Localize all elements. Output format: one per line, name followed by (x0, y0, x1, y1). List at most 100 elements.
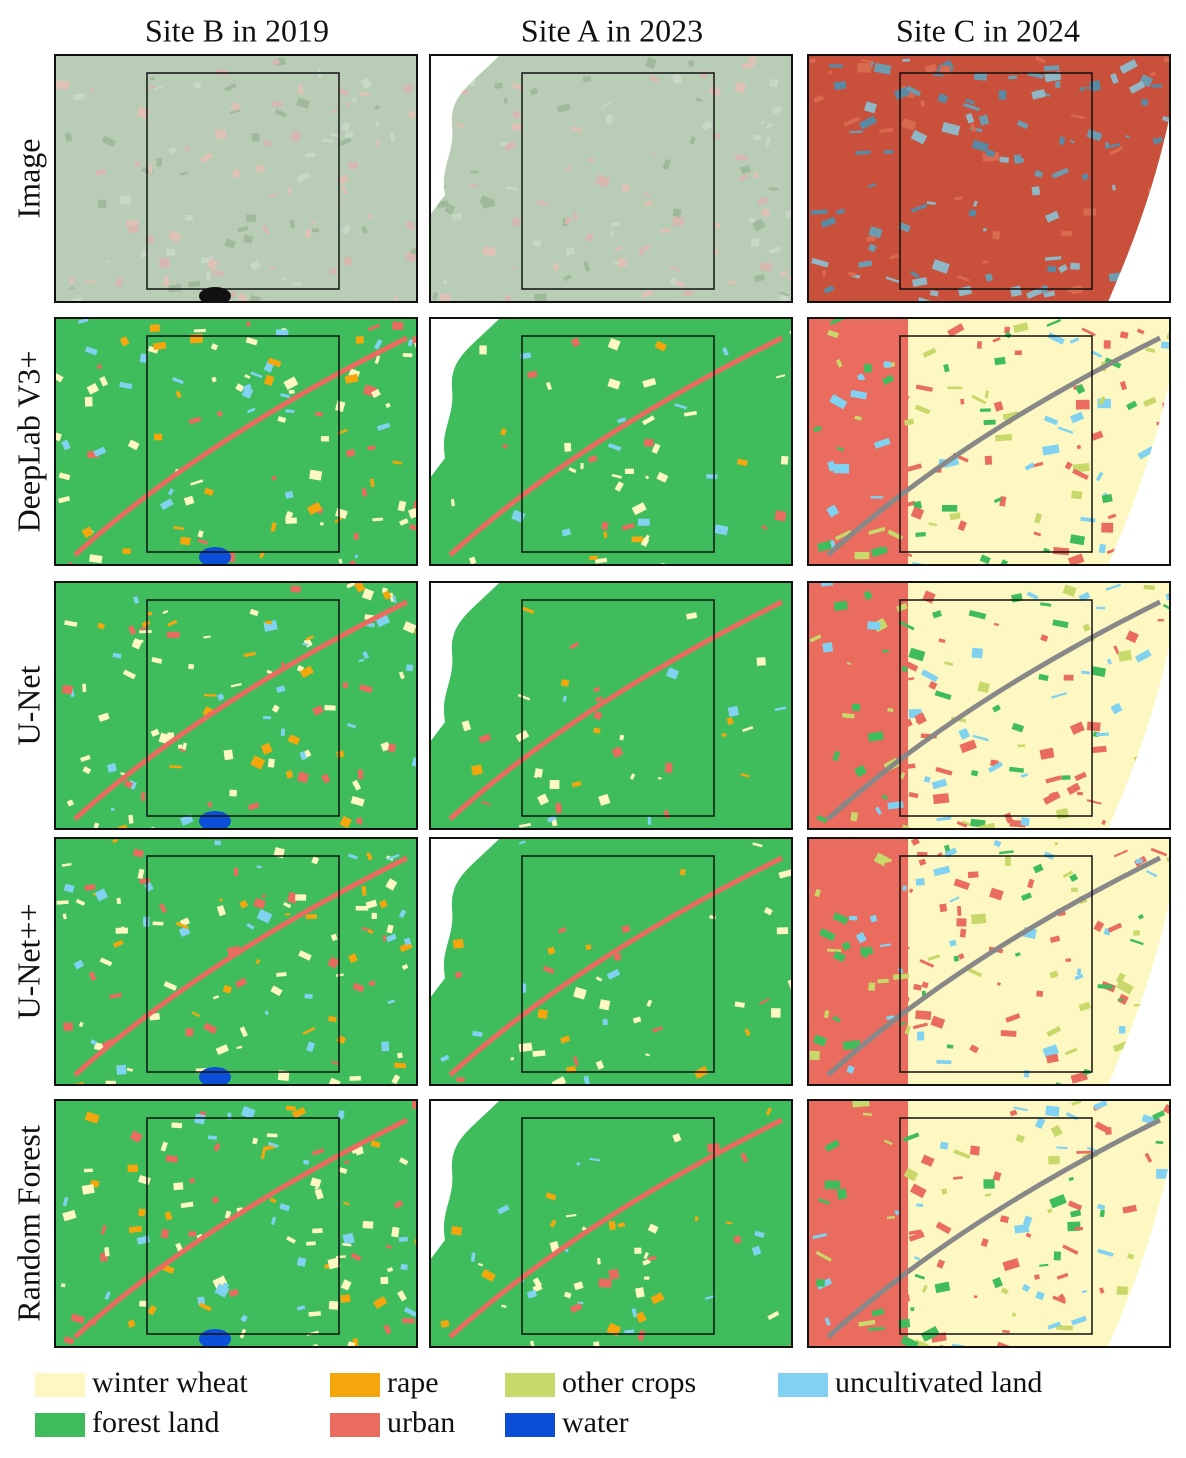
map-patch (287, 734, 301, 745)
map-patch (127, 625, 137, 636)
map-patch (562, 695, 567, 703)
map-patch (66, 799, 74, 807)
map-patch (672, 208, 682, 218)
map-patch (1104, 142, 1121, 149)
map-patch (1091, 666, 1107, 678)
map-patch (393, 1200, 404, 1209)
map-patch (1002, 1257, 1020, 1272)
map-patch (1119, 59, 1138, 74)
map-patch (221, 1282, 230, 1291)
map-patch (139, 1300, 147, 1307)
map-patch (256, 909, 273, 924)
panel-frame (807, 317, 1171, 566)
row-label: U-Net++ (10, 903, 46, 1019)
map-patch (822, 270, 827, 277)
map-patch (1070, 114, 1085, 120)
legend-swatch (778, 1373, 828, 1397)
map-patch (632, 1016, 642, 1024)
map-patch (892, 389, 910, 403)
map-patch (941, 504, 958, 512)
map-background (55, 318, 417, 565)
map-patch (780, 455, 789, 465)
map-patch (97, 364, 102, 369)
map-patch (638, 247, 646, 257)
map-patch (943, 363, 950, 373)
map-patch (380, 741, 391, 752)
map-patch (926, 201, 936, 206)
map-patch (277, 1070, 290, 1082)
map-patch (1099, 1287, 1105, 1294)
map-patch (266, 1133, 278, 1138)
map-patch (211, 1196, 220, 1205)
map-patch (1101, 493, 1113, 504)
map-patch (904, 1025, 911, 1035)
map-patch (283, 901, 292, 909)
map-patch (402, 353, 413, 358)
map-patch (935, 1221, 952, 1235)
map-patch (119, 195, 132, 206)
map-patch (530, 1340, 536, 1347)
map-patch (920, 669, 939, 683)
map-patch (858, 1319, 876, 1327)
map-patch (866, 235, 876, 242)
map-patch (456, 122, 465, 129)
map-patch (1090, 350, 1103, 359)
map-patch (518, 840, 526, 845)
map-patch (185, 1028, 194, 1037)
map-patch (263, 716, 272, 720)
map-patch (1026, 287, 1044, 299)
map-patch (915, 878, 925, 886)
map-patch (834, 529, 852, 541)
map-patch (207, 801, 213, 808)
map-patch (822, 642, 834, 653)
map-patch (1014, 1223, 1030, 1234)
map-patch (565, 247, 576, 256)
map-patch (1106, 658, 1113, 665)
map-patch (1044, 256, 1062, 261)
map-patch (882, 374, 895, 385)
map-patch (957, 520, 967, 532)
map-patch (721, 733, 727, 737)
map-patch (824, 1180, 841, 1190)
map-patch (84, 1111, 100, 1124)
map-patch (646, 999, 653, 1007)
river (448, 855, 784, 1077)
map-patch (510, 1057, 515, 1061)
map-patch (84, 883, 96, 891)
map-patch (1031, 186, 1041, 196)
map-patch (85, 279, 97, 284)
map-patch (138, 1208, 146, 1217)
map-patch (260, 1149, 266, 1160)
map-patch (938, 638, 946, 644)
map-patch (959, 739, 977, 754)
map-patch (299, 665, 314, 679)
map-patch (166, 631, 180, 638)
map-patch (706, 474, 718, 479)
map-patch (305, 635, 314, 641)
map-patch (392, 595, 397, 604)
map-patch (193, 81, 201, 89)
map-patch (355, 335, 365, 344)
map-patch (1004, 326, 1011, 334)
map-patch (740, 164, 751, 175)
map-patch (954, 196, 963, 201)
map-patch (819, 956, 835, 963)
map-patch (57, 495, 71, 504)
map-patch (778, 869, 792, 879)
map-patch (355, 905, 369, 911)
map-patch (833, 463, 850, 474)
map-patch (1072, 468, 1089, 480)
map-patch (815, 1278, 826, 1287)
map-patch (882, 649, 889, 653)
map-patch (870, 495, 884, 499)
map-patch (998, 90, 1007, 100)
map-patch (947, 323, 965, 338)
map-patch (229, 109, 241, 115)
map-patch (139, 353, 148, 364)
map-patch (949, 939, 957, 947)
map-patch (1122, 1204, 1138, 1214)
map-patch (392, 321, 404, 331)
map-patch (344, 101, 350, 107)
map-patch (1097, 984, 1113, 990)
map-patch (296, 97, 310, 109)
